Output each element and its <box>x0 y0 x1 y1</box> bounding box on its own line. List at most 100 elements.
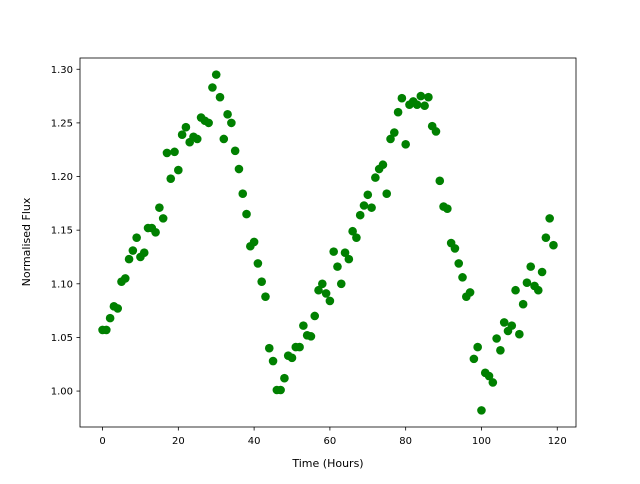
data-point <box>401 140 410 149</box>
data-point <box>102 325 111 335</box>
data-point <box>465 288 475 297</box>
data-point <box>227 118 236 128</box>
data-point <box>435 176 445 186</box>
data-point <box>371 173 380 182</box>
data-point <box>458 273 467 282</box>
data-point <box>469 354 479 364</box>
data-point <box>177 130 187 139</box>
data-point <box>128 246 138 255</box>
data-point <box>511 285 520 295</box>
data-point <box>382 189 392 198</box>
x-tick-label: 60 <box>324 436 337 447</box>
data-point <box>215 92 225 102</box>
data-point <box>208 83 217 92</box>
data-point <box>393 107 403 117</box>
data-point <box>234 164 244 174</box>
data-point <box>132 233 141 242</box>
data-point <box>105 313 115 323</box>
x-tick-label: 80 <box>399 436 412 447</box>
data-point <box>340 248 350 257</box>
data-point <box>242 209 251 219</box>
data-point <box>230 146 240 156</box>
data-point <box>533 285 543 295</box>
data-point <box>390 128 399 137</box>
data-point <box>223 110 232 119</box>
x-tick-label: 120 <box>548 436 567 447</box>
data-point <box>280 373 289 383</box>
data-point <box>314 285 323 295</box>
x-tick-label: 0 <box>99 436 105 447</box>
data-point <box>541 233 551 242</box>
data-point <box>507 321 517 330</box>
data-point <box>170 147 179 157</box>
data-point <box>522 278 532 288</box>
y-tick-label: 1.25 <box>51 118 73 129</box>
data-point <box>124 254 134 264</box>
data-point <box>537 267 547 277</box>
data-point <box>355 210 365 220</box>
data-point <box>166 174 176 183</box>
data-point <box>336 279 346 289</box>
plot-frame <box>79 57 577 428</box>
data-point <box>257 277 266 286</box>
y-axis-label: Normalised Flux <box>20 197 33 286</box>
y-tick-label: 1.20 <box>51 172 73 183</box>
data-point <box>264 343 274 353</box>
data-point <box>204 118 213 128</box>
y-tick-label: 1.10 <box>51 279 73 290</box>
x-tick-label: 40 <box>248 436 261 447</box>
data-point <box>211 70 221 79</box>
data-point <box>268 356 278 366</box>
data-point <box>299 321 308 330</box>
data-point <box>249 237 259 247</box>
data-point <box>261 292 270 301</box>
data-point <box>416 91 426 101</box>
data-point <box>253 259 263 268</box>
data-point <box>526 262 536 271</box>
data-point <box>496 346 505 355</box>
data-point <box>473 342 482 352</box>
data-point <box>450 244 460 253</box>
data-point <box>515 329 524 339</box>
data-point <box>359 201 369 210</box>
data-point <box>518 299 528 309</box>
data-point <box>344 254 354 264</box>
y-tick-label: 1.30 <box>51 65 73 76</box>
data-point <box>545 214 554 223</box>
data-point <box>477 406 486 415</box>
data-point <box>367 203 376 212</box>
data-point <box>181 122 191 132</box>
x-tick-label: 100 <box>472 436 491 447</box>
y-tick-label: 1.05 <box>51 333 73 344</box>
data-point <box>348 226 357 236</box>
data-point <box>424 92 433 102</box>
data-point <box>329 247 338 256</box>
data-point <box>155 203 164 212</box>
data-point <box>310 311 320 321</box>
data-point <box>325 296 335 306</box>
data-point <box>321 289 331 298</box>
data-point <box>120 274 130 283</box>
data-point <box>295 342 304 352</box>
data-point <box>431 127 441 136</box>
data-point <box>378 160 388 170</box>
data-point <box>363 190 373 200</box>
data-point <box>352 233 361 242</box>
data-point <box>219 134 229 144</box>
data-point <box>238 189 248 198</box>
data-point <box>499 318 509 327</box>
data-point <box>484 371 494 381</box>
data-point <box>443 204 452 214</box>
data-point <box>412 100 422 109</box>
data-point <box>318 279 327 289</box>
data-point <box>386 134 395 144</box>
data-point <box>158 214 168 223</box>
data-point <box>192 134 202 144</box>
data-point <box>492 334 501 343</box>
data-point <box>454 259 464 268</box>
data-point <box>151 228 160 237</box>
data-point <box>397 93 407 103</box>
data-point <box>113 304 123 313</box>
